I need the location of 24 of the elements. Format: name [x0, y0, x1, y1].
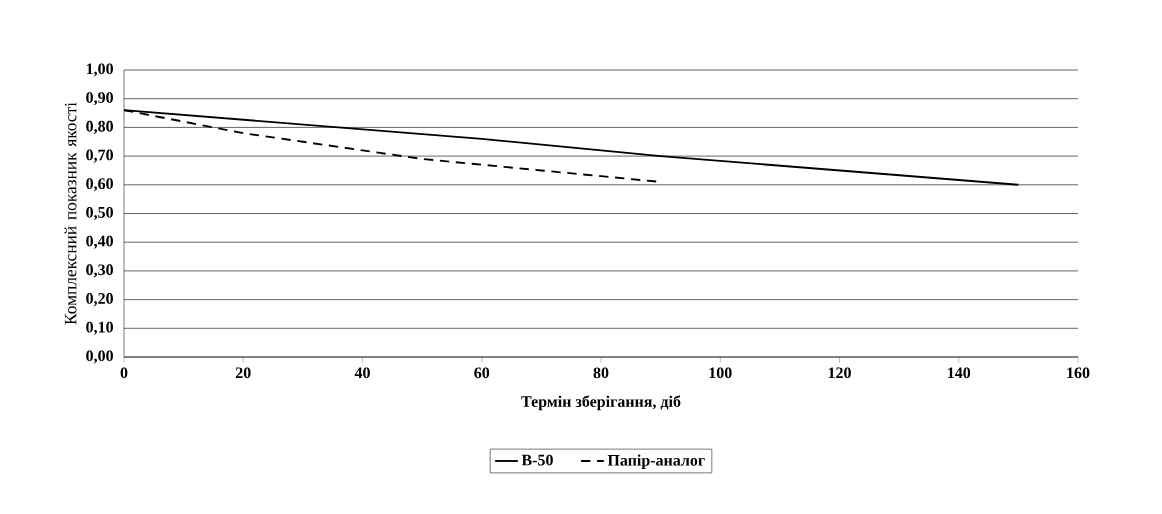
y-tick-label: 1,00	[86, 63, 113, 77]
y-tick-label: 0,80	[86, 120, 113, 134]
y-tick-label: 0,90	[86, 92, 113, 106]
x-tick-label: 100	[709, 367, 732, 379]
legend-label: B-50	[521, 454, 553, 466]
legend-label: Папір-аналог	[607, 454, 705, 469]
y-tick-label: 0,70	[86, 149, 113, 163]
y-tick-label: 0,60	[86, 178, 113, 192]
x-tick-label: 20	[235, 367, 251, 379]
x-tick-label: 160	[1067, 367, 1090, 379]
x-tick-label: 140	[948, 367, 971, 379]
x-tick-label: 80	[593, 367, 609, 379]
y-axis-title: Комплексний показник якості	[64, 102, 77, 325]
y-tick-label: 0,50	[86, 206, 113, 221]
x-tick-label: 120	[828, 367, 851, 379]
y-tick-label: 0,10	[86, 321, 113, 335]
x-axis-title: Термін зберігання, діб	[521, 395, 681, 411]
y-tick-label: 0,40	[86, 235, 113, 249]
y-tick-label: 0,00	[86, 350, 113, 364]
x-tick-label: 40	[354, 367, 370, 379]
y-tick-label: 0,20	[86, 293, 113, 307]
x-tick-label: 0	[120, 367, 128, 379]
y-tick-label: 0,30	[86, 264, 113, 278]
x-tick-label: 60	[474, 367, 490, 379]
